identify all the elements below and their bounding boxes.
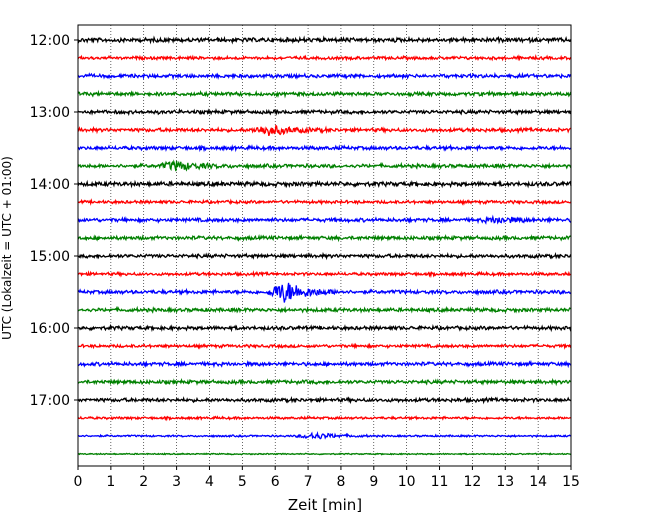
seismic-traces — [77, 35, 572, 456]
y-tick-label: 17:00 — [30, 393, 70, 409]
x-tick-label: 7 — [304, 474, 313, 490]
trace-1645 — [77, 377, 572, 387]
trace-1445 — [77, 233, 572, 243]
x-tick-label: 2 — [139, 474, 148, 490]
trace-1300 — [77, 107, 572, 117]
x-tick-label: 6 — [271, 474, 280, 490]
trace-1430 — [77, 214, 572, 225]
trace-1330 — [77, 143, 572, 153]
y-axis-label: UTC (Lokalzeit = UTC + 01:00) — [0, 156, 14, 340]
trace-1400 — [77, 179, 572, 189]
x-axis-label: Zeit [min] — [288, 496, 362, 514]
y-tick-label: 15:00 — [30, 249, 70, 265]
x-tick-label: 13 — [496, 474, 514, 490]
trace-1715 — [77, 415, 572, 422]
trace-1500 — [77, 251, 572, 261]
y-tick-label: 14:00 — [30, 177, 70, 193]
x-tick-label: 4 — [205, 474, 214, 490]
trace-1515 — [77, 270, 572, 279]
trace-1530 — [77, 282, 572, 303]
x-axis: 0 1 2 3 4 5 6 7 8 9 10 11 12 13 14 15 — [74, 466, 580, 490]
trace-1630 — [77, 359, 572, 369]
trace-1345 — [77, 159, 572, 172]
y-axis: 12:00 13:00 14:00 15:00 16:00 17:00 — [30, 33, 78, 409]
x-tick-label: 8 — [336, 474, 345, 490]
y-tick-label: 12:00 — [30, 33, 70, 49]
trace-1200 — [77, 35, 572, 45]
x-tick-label: 15 — [562, 474, 580, 490]
x-tick-label: 9 — [369, 474, 378, 490]
x-tick-label: 10 — [398, 474, 416, 490]
trace-1730 — [77, 431, 572, 440]
trace-1215 — [77, 53, 572, 62]
trace-1745 — [77, 452, 572, 456]
x-tick-label: 5 — [238, 474, 247, 490]
trace-1615 — [77, 342, 572, 350]
trace-1230 — [77, 71, 572, 81]
plot-frame — [77, 24, 572, 467]
x-tick-label: 11 — [431, 474, 449, 490]
trace-1545 — [77, 305, 572, 314]
x-tick-label: 14 — [529, 474, 547, 490]
y-tick-label: 13:00 — [30, 105, 70, 121]
y-tick-label: 16:00 — [30, 321, 70, 337]
x-tick-label: 1 — [106, 474, 115, 490]
x-tick-label: 3 — [172, 474, 181, 490]
trace-1315 — [77, 124, 572, 137]
trace-1600 — [77, 323, 572, 333]
trace-1415 — [77, 198, 572, 206]
x-tick-label: 0 — [74, 474, 83, 490]
x-tick-label: 12 — [463, 474, 481, 490]
trace-1700 — [77, 395, 572, 405]
trace-1245 — [77, 89, 572, 99]
